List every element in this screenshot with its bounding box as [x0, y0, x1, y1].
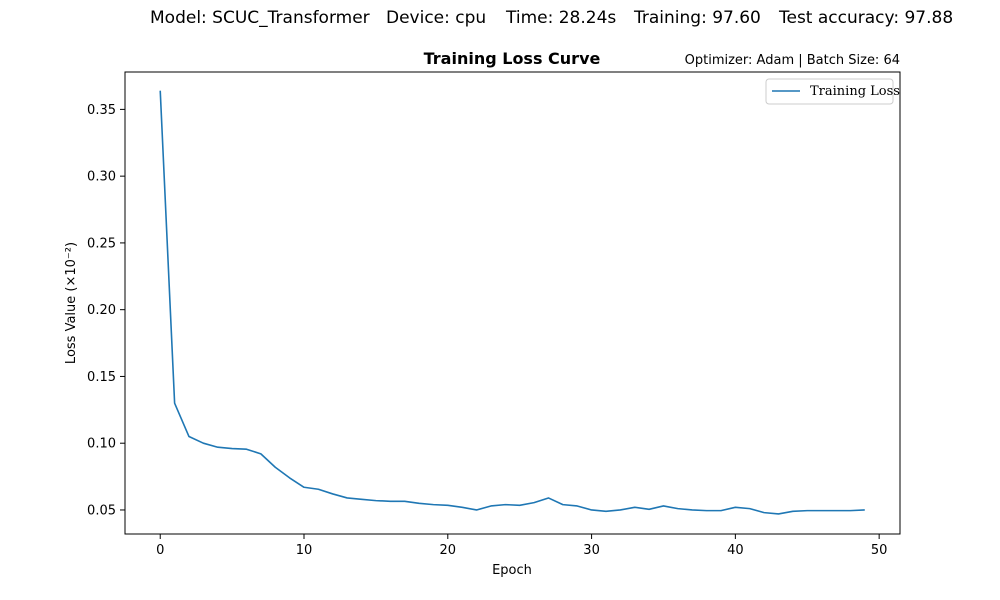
- y-axis-label: Loss Value (×10⁻²): [64, 242, 79, 364]
- x-tick-label: 30: [583, 543, 600, 558]
- plot-frame: [124, 71, 901, 535]
- legend-label: Training Loss: [810, 84, 900, 99]
- training-label: Training: 97.60: [634, 8, 761, 28]
- legend: Training Loss: [765, 78, 900, 105]
- stats-header: Model: SCUC_Transformer Device: cpu Time…: [0, 8, 1000, 32]
- training-loss-line: [159, 90, 865, 515]
- legend-box: [765, 78, 894, 105]
- y-tick-label: 0.15: [87, 370, 116, 385]
- x-tick-label: 50: [871, 543, 888, 558]
- y-tick-label: 0.10: [87, 437, 116, 452]
- test-accuracy-label: Test accuracy: 97.88: [779, 8, 954, 28]
- axis-ticks: 0 10 20 30 40 50 0.05 0.10 0.15 0.20 0.25 0.30 0.35: [87, 103, 887, 558]
- y-tick-label: 0.25: [87, 236, 116, 251]
- chart-subtitle: Optimizer: Adam | Batch Size: 64: [685, 53, 900, 68]
- chart-title: Training Loss Curve: [424, 49, 601, 68]
- x-tick-label: 20: [440, 543, 457, 558]
- y-tick-label: 0.30: [87, 170, 116, 185]
- x-tick-label: 10: [296, 543, 313, 558]
- x-tick-label: 40: [727, 543, 744, 558]
- y-tick-label: 0.05: [87, 503, 116, 518]
- x-axis-label: Epoch: [492, 563, 532, 578]
- y-tick-label: 0.20: [87, 303, 116, 318]
- time-label: Time: 28.24s: [506, 8, 617, 28]
- y-tick-label: 0.35: [87, 103, 116, 118]
- x-tick-label: 0: [156, 543, 164, 558]
- model-label: Model: SCUC_Transformer: [150, 8, 370, 28]
- device-label: Device: cpu: [386, 8, 487, 28]
